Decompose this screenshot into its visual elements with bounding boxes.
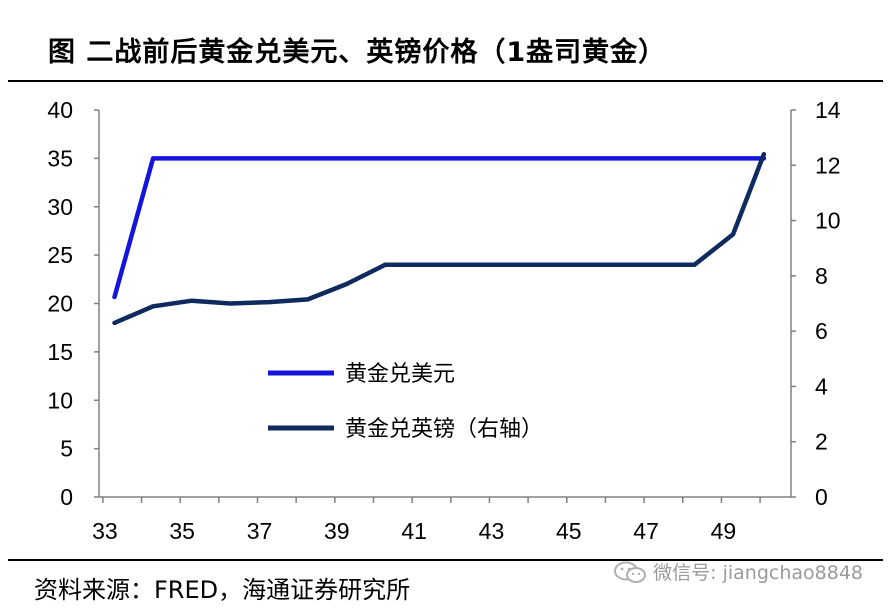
y-right-tick-label: 8 — [815, 263, 828, 289]
title-rule — [8, 80, 883, 82]
y-right-tick-label: 0 — [815, 484, 828, 510]
legend-label-1: 黄金兑美元 — [345, 362, 455, 387]
y-left-tick-label: 5 — [60, 436, 73, 462]
y-left-tick-label: 15 — [47, 339, 73, 365]
series-line-2 — [112, 151, 767, 326]
y-left-tick-label: 20 — [47, 291, 73, 317]
x-tick-label: 49 — [711, 518, 737, 544]
x-tick-label: 45 — [556, 518, 582, 544]
chart-title: 图 二战前后黄金兑美元、英镑价格（1盎司黄金） — [48, 37, 667, 68]
footer-rule — [8, 559, 883, 561]
wechat-watermark: 微信号: jiangchao8848 — [613, 558, 863, 585]
x-tick-label: 43 — [479, 518, 505, 544]
dual-axis-line-chart: 0 5 10 15 20 25 30 35 40 0 2 4 6 8 10 12 14 33 35 37 39 41 43 4… — [47, 97, 841, 544]
wechat-icon — [614, 561, 647, 583]
x-tick-label: 33 — [92, 518, 118, 544]
x-tick-label: 35 — [169, 518, 195, 544]
source-note: 资料来源：FRED，海通证券研究所 — [34, 576, 411, 604]
y-left-tick-label: 35 — [47, 145, 73, 171]
y-left-tick-label: 10 — [47, 387, 73, 413]
y-right-tick-label: 6 — [815, 318, 828, 344]
y-left-tick-label: 25 — [47, 242, 73, 268]
y-right-tick-label: 4 — [815, 373, 828, 399]
watermark-text: 微信号: jiangchao8848 — [653, 562, 863, 584]
series-line-1 — [112, 156, 767, 300]
legend-label-2: 黄金兑英镑（右轴） — [345, 417, 543, 442]
y-right-tick-label: 12 — [815, 152, 841, 178]
y-right-tick-label: 2 — [815, 429, 828, 455]
y-right-tick-label: 10 — [815, 208, 841, 234]
y-right-tick-label: 14 — [815, 97, 841, 123]
x-tick-label: 41 — [401, 518, 427, 544]
x-tick-label: 39 — [324, 518, 350, 544]
y-left-tick-label: 0 — [60, 484, 73, 510]
y-left-tick-label: 40 — [47, 97, 73, 123]
y-left-tick-label: 30 — [47, 194, 73, 220]
chart-title-area: 图 二战前后黄金兑美元、英镑价格（1盎司黄金） — [0, 0, 891, 68]
x-tick-label: 37 — [247, 518, 273, 544]
x-tick-label: 47 — [633, 518, 659, 544]
